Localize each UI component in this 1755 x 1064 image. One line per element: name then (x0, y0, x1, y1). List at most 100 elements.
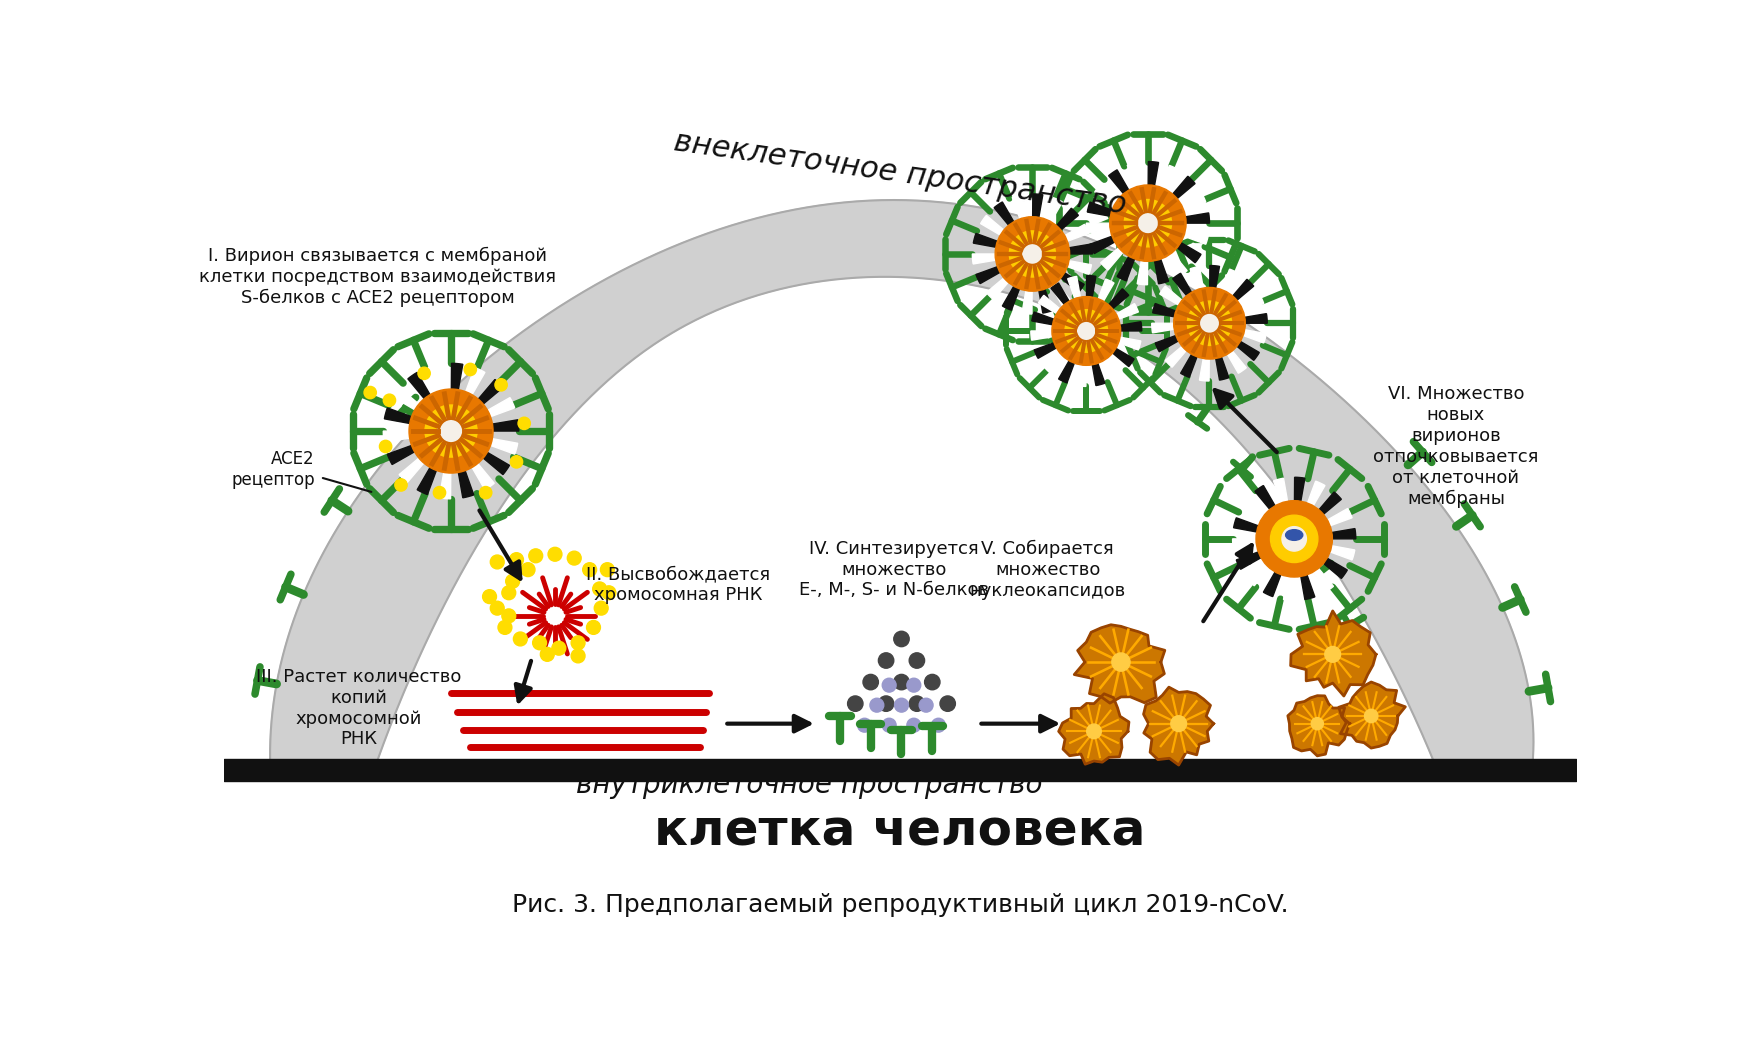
Circle shape (909, 653, 925, 668)
Wedge shape (1243, 330, 1265, 343)
Circle shape (918, 698, 932, 712)
Wedge shape (1042, 353, 1064, 373)
Wedge shape (1244, 314, 1267, 323)
Wedge shape (1039, 289, 1051, 313)
Wedge shape (1165, 346, 1186, 367)
Wedge shape (1021, 290, 1032, 314)
Circle shape (512, 632, 526, 646)
Wedge shape (986, 278, 1007, 300)
Wedge shape (1067, 261, 1092, 275)
Wedge shape (1158, 286, 1181, 305)
Circle shape (528, 549, 542, 563)
Text: VI. Множество
новых
вирионов
отпочковывается
от клеточной
мембраны: VI. Множество новых вирионов отпочковыва… (1372, 385, 1537, 508)
Ellipse shape (1285, 530, 1302, 541)
Polygon shape (1143, 687, 1213, 765)
Wedge shape (1093, 184, 1118, 204)
Circle shape (495, 379, 507, 392)
Circle shape (593, 601, 607, 615)
Wedge shape (1262, 572, 1279, 597)
Circle shape (425, 405, 477, 458)
Circle shape (1111, 653, 1130, 671)
Wedge shape (1049, 283, 1069, 304)
Circle shape (893, 631, 909, 647)
Wedge shape (976, 267, 999, 284)
Circle shape (583, 563, 597, 577)
Circle shape (1364, 710, 1378, 722)
Circle shape (511, 455, 523, 468)
Wedge shape (1176, 243, 1200, 263)
Circle shape (1255, 501, 1332, 577)
Wedge shape (1086, 276, 1095, 297)
Wedge shape (1116, 256, 1134, 281)
Wedge shape (1307, 481, 1325, 505)
Circle shape (925, 675, 939, 689)
Polygon shape (1286, 696, 1350, 755)
Wedge shape (972, 254, 995, 264)
Wedge shape (1214, 358, 1228, 380)
Wedge shape (1064, 225, 1088, 242)
Circle shape (906, 718, 920, 732)
Circle shape (1074, 320, 1097, 342)
Wedge shape (1221, 269, 1237, 293)
Text: внеклеточное пространство: внеклеточное пространство (672, 127, 1127, 219)
Text: IV. Синтезируется
множество
E-, M-, S- и N-белков: IV. Синтезируется множество E-, M-, S- и… (799, 539, 988, 599)
Wedge shape (1318, 492, 1341, 514)
Wedge shape (472, 464, 493, 489)
Wedge shape (1113, 348, 1134, 367)
Wedge shape (418, 467, 437, 495)
Wedge shape (490, 438, 518, 454)
Circle shape (548, 547, 562, 561)
Wedge shape (1102, 358, 1121, 379)
Wedge shape (1097, 279, 1113, 301)
Wedge shape (1076, 365, 1085, 386)
Circle shape (479, 486, 491, 499)
Wedge shape (1300, 575, 1314, 599)
Circle shape (363, 386, 376, 399)
Wedge shape (1160, 165, 1178, 190)
Text: клетка человека: клетка человека (655, 808, 1144, 855)
Circle shape (1197, 312, 1220, 335)
Text: III. Растет количество
копий
хромосомной
РНК: III. Растет количество копий хромосомной… (256, 668, 462, 748)
Wedge shape (1241, 499, 1264, 519)
Wedge shape (1060, 272, 1083, 293)
Wedge shape (1030, 331, 1051, 340)
Wedge shape (388, 446, 414, 465)
Wedge shape (1323, 559, 1346, 579)
Wedge shape (993, 202, 1013, 226)
Wedge shape (393, 387, 419, 410)
Wedge shape (1137, 261, 1148, 285)
Circle shape (893, 675, 909, 689)
Polygon shape (1290, 611, 1376, 696)
Circle shape (893, 698, 907, 712)
Wedge shape (1172, 273, 1192, 296)
Circle shape (1086, 725, 1100, 738)
Circle shape (567, 551, 581, 565)
Circle shape (1123, 199, 1171, 247)
Circle shape (463, 363, 476, 376)
Text: ACE2
рецептор: ACE2 рецептор (232, 450, 314, 489)
Circle shape (570, 649, 584, 663)
Circle shape (418, 367, 430, 380)
Circle shape (869, 698, 883, 712)
Circle shape (490, 601, 504, 615)
Polygon shape (1058, 694, 1128, 764)
Wedge shape (398, 459, 423, 483)
Wedge shape (1167, 252, 1186, 277)
Wedge shape (1246, 564, 1269, 586)
Wedge shape (491, 420, 518, 431)
Wedge shape (1086, 223, 1109, 233)
Wedge shape (1232, 538, 1257, 549)
Wedge shape (1236, 342, 1258, 361)
Wedge shape (428, 364, 444, 392)
Wedge shape (1037, 296, 1060, 314)
Circle shape (379, 440, 391, 452)
Circle shape (490, 555, 504, 569)
Circle shape (881, 678, 895, 692)
Wedge shape (1199, 359, 1209, 381)
Circle shape (909, 696, 925, 712)
Circle shape (600, 563, 614, 577)
Wedge shape (1127, 163, 1141, 187)
Wedge shape (1283, 577, 1293, 600)
Circle shape (862, 675, 878, 689)
Circle shape (878, 696, 893, 712)
